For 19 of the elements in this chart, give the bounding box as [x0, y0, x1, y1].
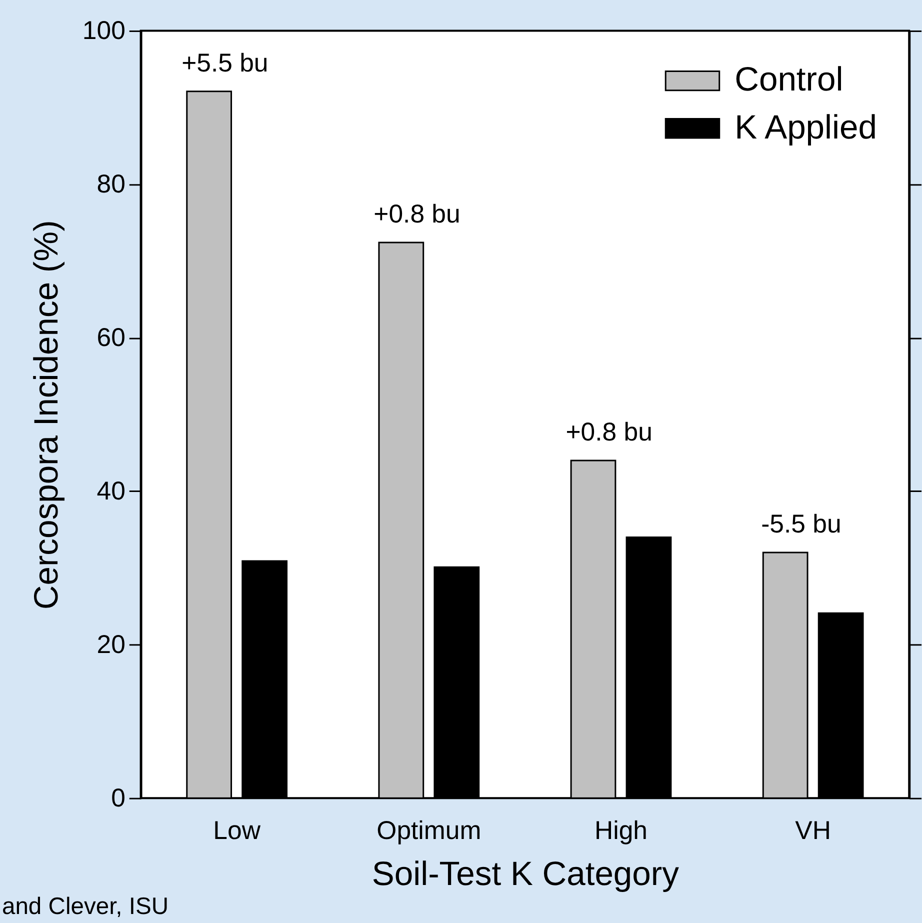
- text: and Clever, ISU: [2, 893, 169, 920]
- annotation: +0.8 bu: [374, 200, 460, 229]
- x-tick-label: High: [594, 817, 648, 846]
- y-tick-label: 40: [96, 478, 126, 506]
- x-tick-label: Optimum: [376, 817, 482, 846]
- legend-label: Control: [734, 60, 844, 99]
- y-tick-label: 0: [111, 784, 126, 813]
- x-axis-title: Soil-Test K Category: [372, 854, 680, 893]
- y-tick-label: 60: [96, 324, 126, 352]
- y-tick-label: 80: [96, 170, 126, 199]
- y-tick-label: 100: [82, 17, 126, 46]
- annotation: +0.8 bu: [566, 418, 652, 447]
- annotation: +5.5 bu: [182, 50, 268, 78]
- x-tick-label: VH: [795, 817, 831, 846]
- annotation: -5.5 bu: [761, 510, 842, 539]
- y-tick-label: 20: [96, 631, 126, 660]
- y-axis-title: Cercospora Incidence (%): [28, 220, 66, 610]
- x-tick-label: Low: [213, 817, 261, 846]
- legend-label: K Applied: [734, 108, 877, 146]
